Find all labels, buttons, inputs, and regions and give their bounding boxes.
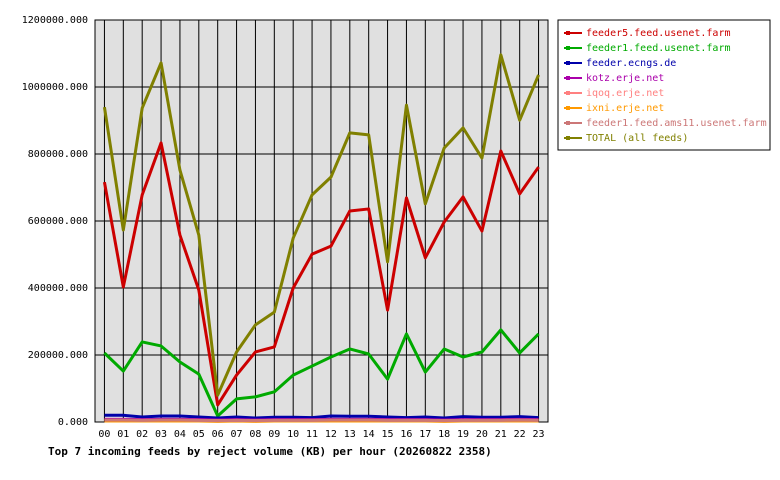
x-tick-label: 04 [174, 429, 186, 440]
y-tick-label: 1000000.000 [22, 82, 88, 93]
x-tick-label: 08 [249, 429, 261, 440]
legend-marker [566, 31, 570, 35]
y-tick-label: 0.000 [58, 417, 88, 428]
legend-label: feeder1.feed.usenet.farm [586, 43, 731, 54]
series-line [102, 53, 540, 397]
legend-label: TOTAL (all feeds) [586, 133, 688, 144]
legend-label: kotz.erje.net [586, 73, 664, 84]
x-tick-label: 14 [363, 429, 375, 440]
y-tick-label: 200000.000 [28, 350, 88, 361]
x-tick-label: 23 [533, 429, 545, 440]
x-tick-label: 18 [438, 429, 450, 440]
legend-marker [566, 136, 570, 140]
y-tick-label: 600000.000 [28, 216, 88, 227]
y-tick-label: 400000.000 [28, 283, 88, 294]
x-tick-label: 00 [98, 429, 110, 440]
x-tick-label: 10 [287, 429, 299, 440]
legend-marker [566, 106, 570, 110]
x-tick-label: 11 [306, 429, 318, 440]
x-tick-label: 16 [400, 429, 412, 440]
x-tick-label: 05 [193, 429, 205, 440]
series-line [103, 328, 540, 418]
legend-marker [566, 91, 570, 95]
legend-marker [566, 46, 570, 50]
legend-label: ixni.erje.net [586, 103, 664, 114]
legend-label: feeder5.feed.usenet.farm [586, 28, 731, 39]
chart-title: Top 7 incoming feeds by reject volume (K… [48, 445, 492, 458]
x-tick-label: 12 [325, 429, 337, 440]
legend-label: feeder1.feed.ams11.usenet.farm [586, 118, 767, 129]
x-tick-label: 13 [344, 429, 356, 440]
series-line [104, 418, 539, 423]
legend-marker [566, 76, 570, 80]
x-tick-label: 17 [419, 429, 431, 440]
x-tick-label: 21 [495, 429, 507, 440]
legend-label: iqoq.erje.net [586, 88, 664, 99]
x-tick-label: 20 [476, 429, 488, 440]
legend-label: feeder.ecngs.de [586, 58, 676, 69]
legend-marker [566, 61, 570, 65]
x-tick-label: 03 [155, 429, 167, 440]
x-tick-label: 06 [212, 429, 224, 440]
x-tick-label: 02 [136, 429, 148, 440]
legend-marker [566, 121, 570, 125]
series-line [102, 141, 540, 407]
series-line [104, 413, 539, 420]
x-tick-label: 22 [514, 429, 526, 440]
y-tick-label: 1200000.000 [22, 15, 88, 26]
x-tick-label: 09 [268, 429, 280, 440]
legend-box [557, 19, 771, 151]
x-tick-label: 07 [231, 429, 243, 440]
x-tick-label: 15 [382, 429, 394, 440]
x-tick-label: 19 [457, 429, 469, 440]
y-tick-label: 800000.000 [28, 149, 88, 160]
x-tick-label: 01 [117, 429, 129, 440]
